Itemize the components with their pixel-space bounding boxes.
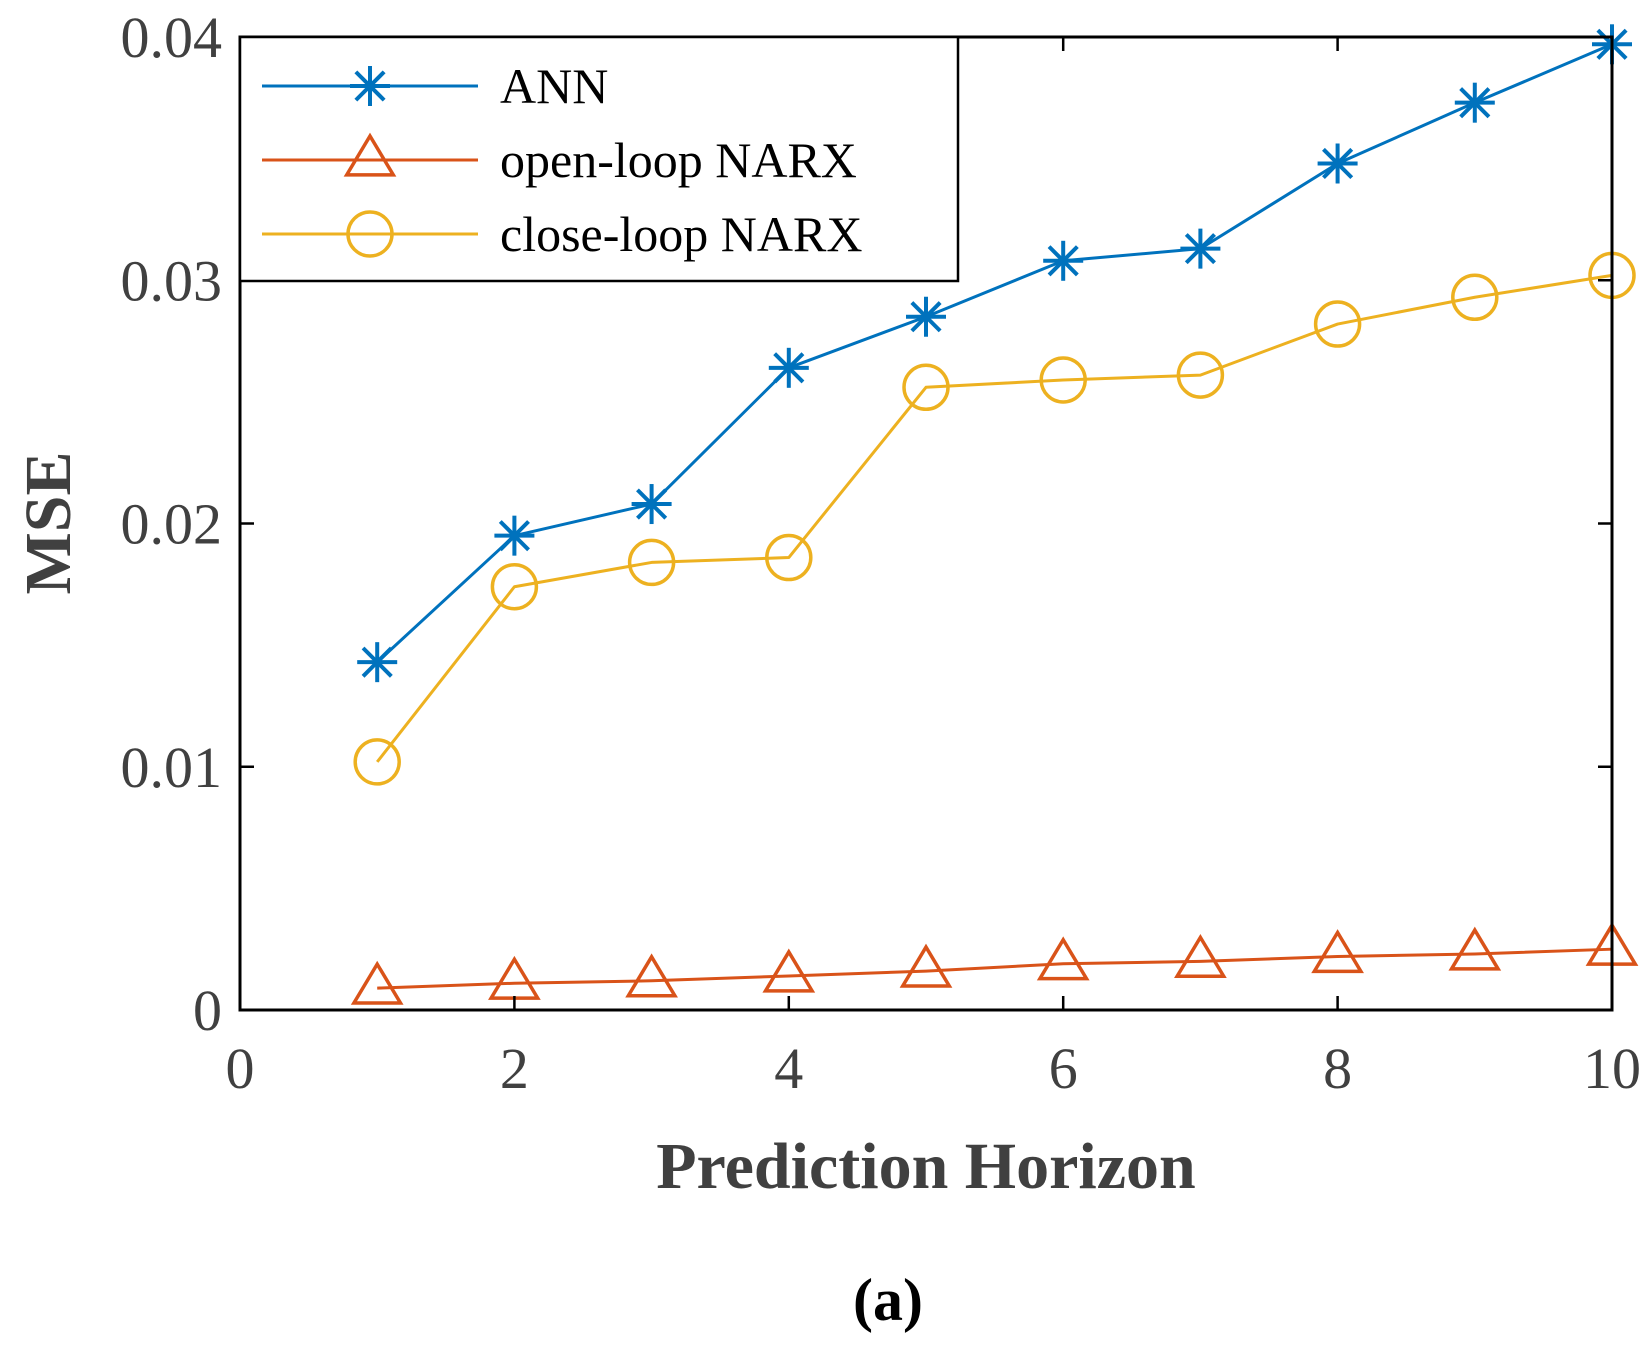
- data-point-ann-4: [768, 347, 809, 388]
- y-tick-label: 0.01: [121, 735, 223, 800]
- legend-label-open-loop-narx: open-loop NARX: [500, 132, 857, 188]
- data-point-open-loop-narx-9: [1448, 926, 1502, 971]
- data-point-ann-7: [1180, 228, 1221, 269]
- y-axis-title: MSE: [12, 451, 85, 594]
- series-line-close-loop-narx: [376, 273, 1613, 763]
- data-point-close-loop-narx-5: [902, 363, 950, 412]
- data-point-open-loop-narx-4: [762, 948, 816, 993]
- series-line-ann: [376, 42, 1613, 664]
- y-tick-label: 0.03: [121, 248, 223, 313]
- legend-item-ann: ANN: [262, 58, 608, 114]
- series-ann: [357, 24, 1632, 683]
- legend-marker-close-loop-narx: [346, 210, 394, 258]
- legend-item-close-loop-narx: close-loop NARX: [262, 206, 862, 262]
- x-tick-label: 8: [1323, 1036, 1352, 1101]
- data-point-close-loop-narx-3: [627, 538, 676, 587]
- data-point-close-loop-narx-9: [1451, 273, 1499, 322]
- series-open-loop-narx: [350, 921, 1639, 1005]
- legend-entries: ANN open-loop NARX close-loop NARX: [262, 58, 862, 262]
- x-tick-label: 2: [500, 1036, 529, 1101]
- data-point-open-loop-narx-7: [1174, 933, 1227, 978]
- data-point-close-loop-narx-1: [353, 738, 401, 786]
- legend: ANN open-loop NARX close-loop NARX: [238, 35, 960, 283]
- data-point-close-loop-narx-7: [1176, 351, 1225, 399]
- data-point-ann-1: [357, 642, 398, 683]
- data-point-ann-8: [1317, 143, 1358, 184]
- data-point-open-loop-narx-1: [350, 960, 404, 1005]
- y-tick-label: 0.02: [121, 492, 223, 557]
- data-point-close-loop-narx-4: [765, 533, 813, 582]
- series-layer: [350, 24, 1639, 1005]
- y-tick-label: 0: [193, 978, 222, 1043]
- x-tick-label: 10: [1583, 1036, 1641, 1101]
- data-point-ann-2: [494, 515, 535, 556]
- x-axis-title: Prediction Horizon: [656, 1130, 1196, 1203]
- data-point-ann-6: [1043, 240, 1084, 281]
- series-close-loop-narx: [353, 251, 1636, 786]
- x-tick-label: 0: [226, 1036, 255, 1101]
- data-point-close-loop-narx-6: [1039, 356, 1087, 404]
- data-point-close-loop-narx-8: [1313, 300, 1362, 348]
- legend-marker-ann: [350, 66, 390, 106]
- figure-caption: (a): [853, 1267, 923, 1333]
- legend-label-ann: ANN: [500, 58, 608, 114]
- legend-label-close-loop-narx: close-loop NARX: [500, 206, 862, 262]
- data-point-open-loop-narx-3: [625, 953, 678, 998]
- data-point-ann-5: [906, 296, 946, 337]
- data-point-close-loop-narx-2: [490, 562, 539, 611]
- x-tick-label: 6: [1049, 1036, 1078, 1101]
- y-tick-label: 0.04: [121, 5, 223, 70]
- data-point-open-loop-narx-6: [1036, 936, 1090, 981]
- axis-ticks: 0 2 4 6 8 10 0 0.01 0.02 0.03 0.04: [121, 5, 1642, 1101]
- data-point-open-loop-narx-8: [1311, 929, 1364, 974]
- data-point-open-loop-narx-5: [899, 943, 953, 988]
- data-point-ann-3: [631, 484, 672, 525]
- legend-item-open-loop-narx: open-loop NARX: [262, 132, 857, 188]
- legend-marker-open-loop-narx: [343, 132, 397, 177]
- x-tick-label: 4: [774, 1036, 803, 1101]
- series-line-open-loop-narx: [377, 947, 1613, 990]
- data-point-ann-9: [1454, 82, 1495, 123]
